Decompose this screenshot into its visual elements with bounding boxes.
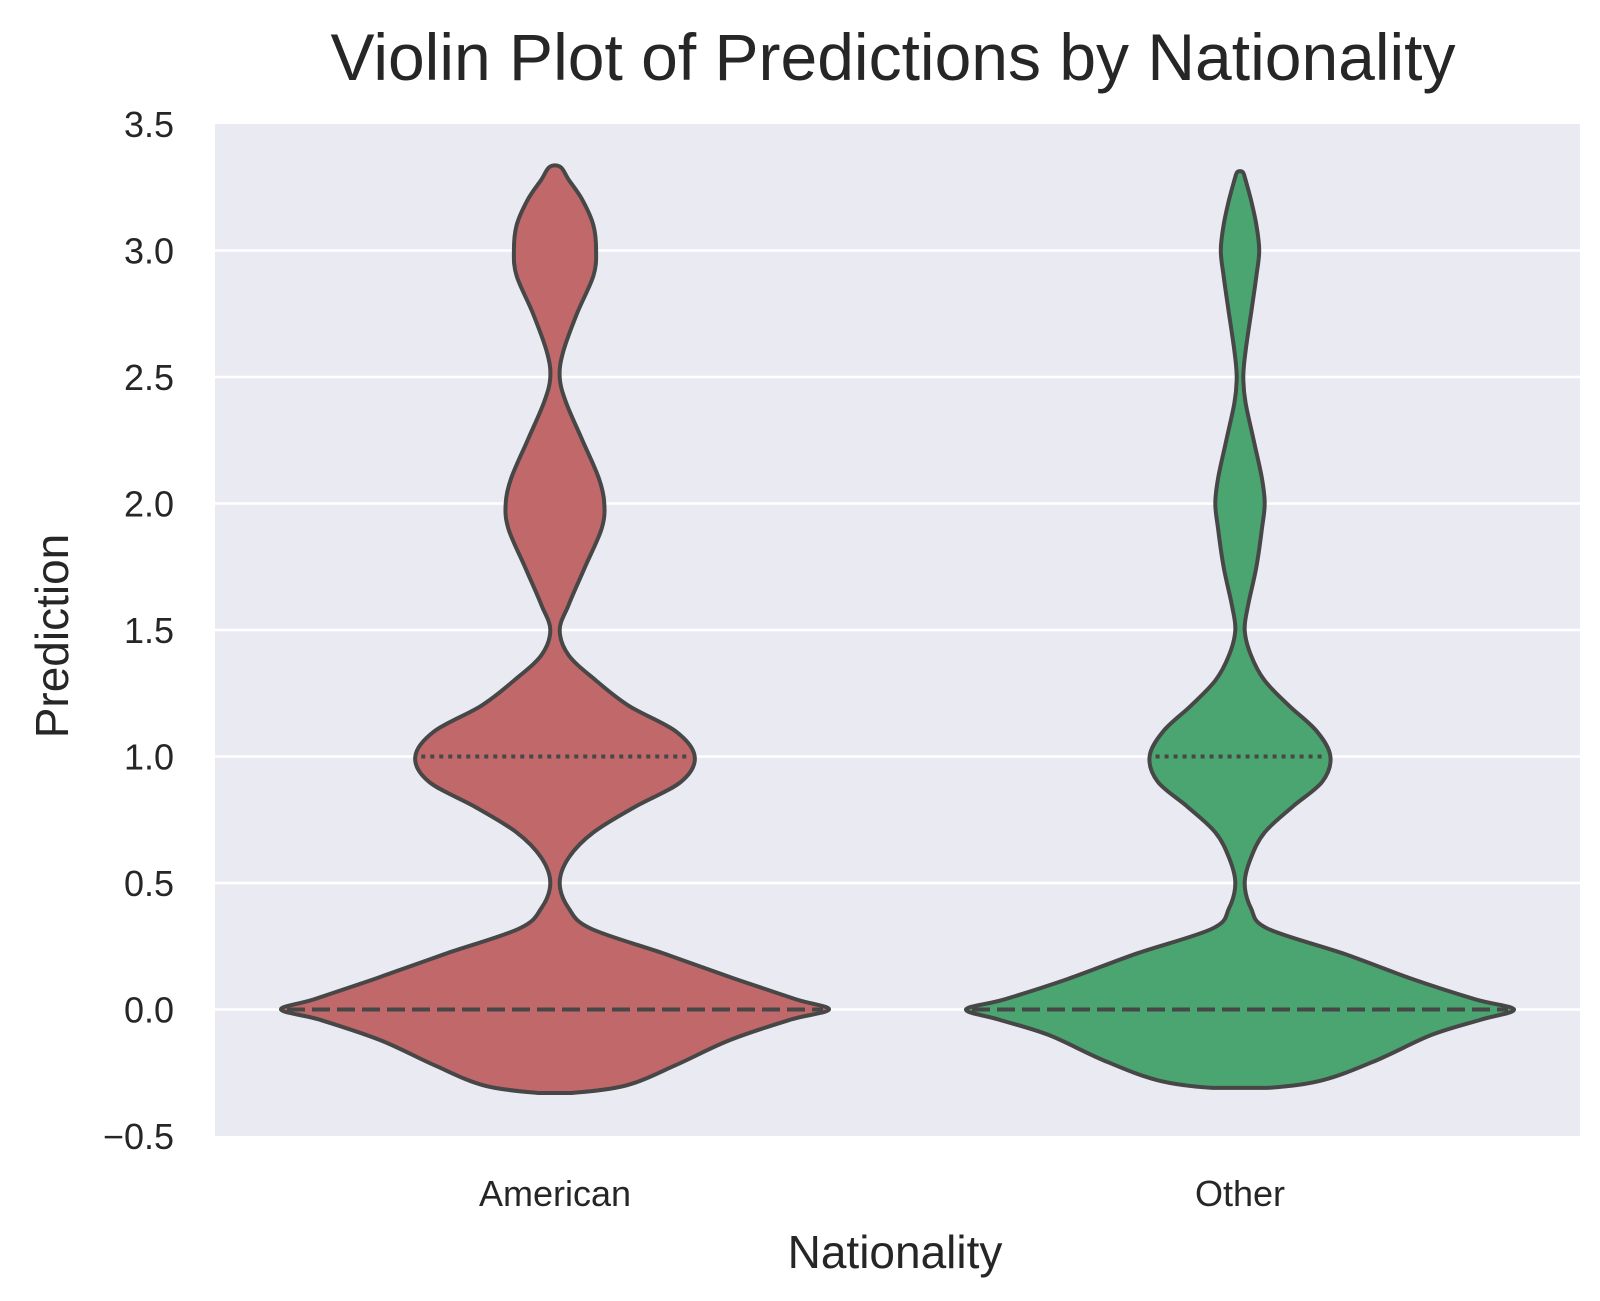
chart-title: Violin Plot of Predictions by Nationalit… (330, 20, 1455, 94)
y-tick-label: 1.0 (124, 737, 174, 778)
y-axis-ticks: −0.5 0.0 0.5 1.0 1.5 2.0 2.5 3.0 3.5 (103, 104, 174, 1157)
y-axis-label: Prediction (26, 534, 78, 739)
x-axis-label: Nationality (788, 1226, 1003, 1278)
y-tick-label: −0.5 (103, 1116, 174, 1157)
y-tick-label: 2.5 (124, 357, 174, 398)
x-tick-label: Other (1195, 1173, 1285, 1214)
x-tick-label: American (479, 1173, 631, 1214)
y-tick-label: 0.5 (124, 863, 174, 904)
y-tick-label: 0.0 (124, 990, 174, 1031)
x-axis-ticks: American Other (479, 1173, 1285, 1214)
violin-other (963, 169, 1517, 1090)
violin-american (278, 163, 832, 1095)
y-tick-label: 2.0 (124, 484, 174, 525)
y-tick-label: 3.5 (124, 104, 174, 145)
y-tick-label: 3.0 (124, 231, 174, 272)
violins (278, 163, 1517, 1095)
y-tick-label: 1.5 (124, 610, 174, 651)
